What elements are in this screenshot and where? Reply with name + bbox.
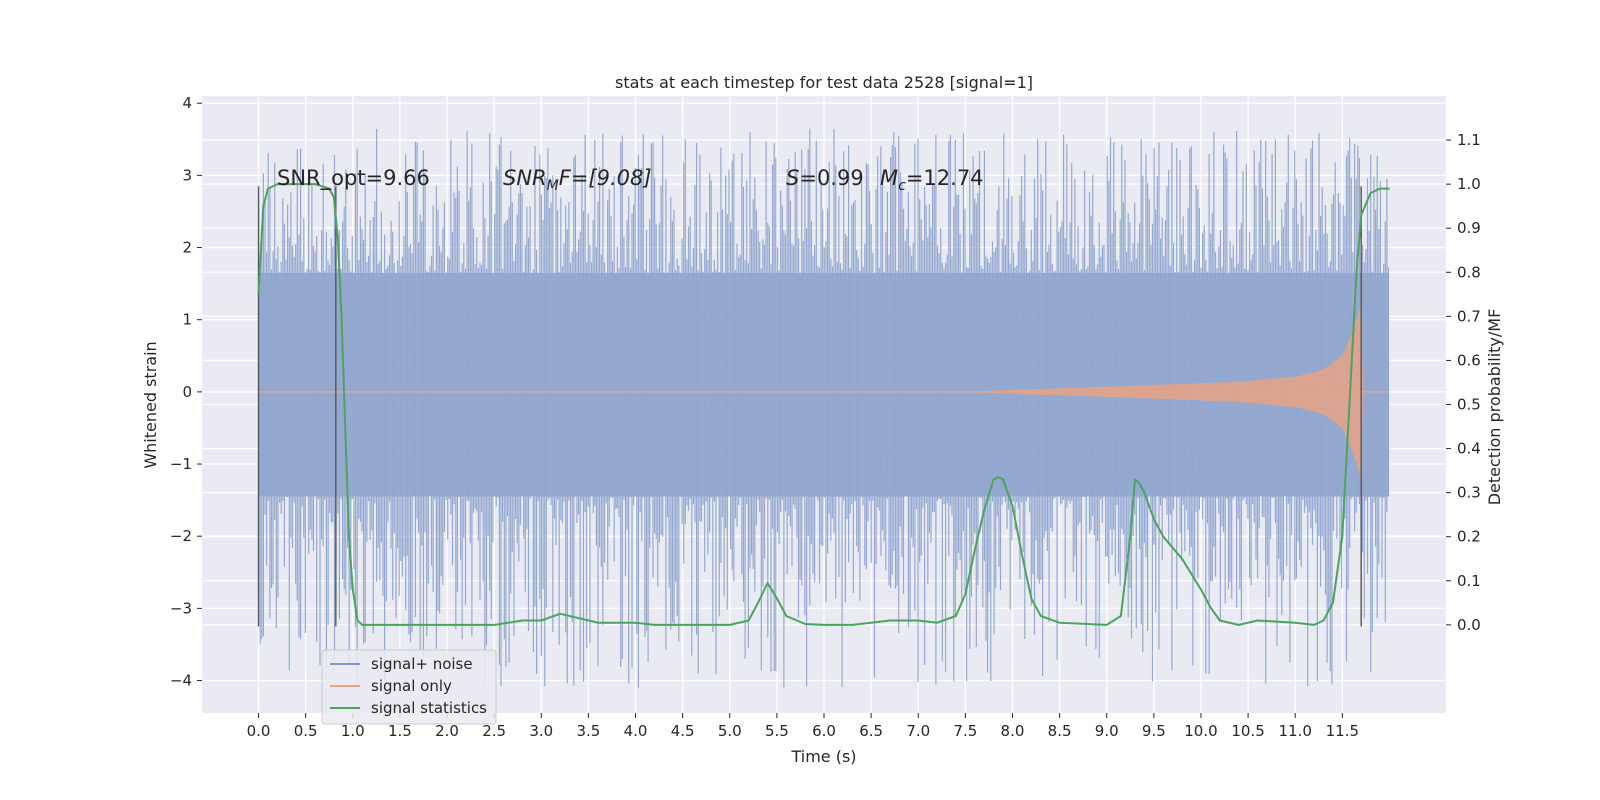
y2-tick-label-10: 1.0: [1457, 175, 1481, 193]
y2-tick-label-2: 0.2: [1457, 528, 1481, 546]
y-tick-label-0: −4: [170, 672, 192, 690]
y2-tick-label-11: 1.1: [1457, 131, 1481, 149]
x-tick-label-13: 6.5: [859, 722, 883, 740]
y-tick-label-6: 2: [182, 239, 192, 257]
annotation-mc-val: =12.74: [906, 166, 984, 190]
annotation-snr-mf-sub: M: [547, 178, 559, 194]
legend-box: [321, 649, 497, 725]
annotation-mc-sub: c: [898, 178, 906, 194]
annotation-snr-mf-base: SNR: [503, 166, 547, 190]
x-tick-label-4: 2.0: [435, 722, 459, 740]
annotation-s: S=0.99: [786, 166, 864, 190]
y-tick-label-2: −2: [170, 527, 192, 545]
chart-title: stats at each timestep for test data 252…: [615, 73, 1033, 92]
x-tick-label-12: 6.0: [812, 722, 836, 740]
y2-tick-label-6: 0.6: [1457, 351, 1481, 369]
signal-statistics-line: [257, 183, 1390, 626]
y-tick-label-3: −1: [170, 455, 192, 473]
x-tick-label-20: 10.0: [1184, 722, 1217, 740]
x-tick-label-17: 8.5: [1048, 722, 1072, 740]
annotation-snr-mf: SNRMF=[9.08]: [503, 166, 652, 194]
annotation-mc-var: M: [880, 166, 898, 190]
y2-tick-label-3: 0.3: [1457, 484, 1481, 502]
x-tick-label-23: 11.5: [1326, 722, 1359, 740]
x-tick-label-15: 7.5: [953, 722, 977, 740]
legend: signal+ noise signal only signal statist…: [321, 649, 497, 725]
annotation-s-var: S: [786, 166, 799, 190]
y-tick-label-7: 3: [182, 166, 192, 184]
y-tick-label-5: 1: [182, 311, 192, 329]
x-axis-ticks: 0.0 0.5 1.0 1.5 2.0 2.5 3.0 3.5 4.0 4.5 5.0 5.5 6.0 6…: [247, 713, 1359, 740]
y2-axis-label: Detection probability/MF: [1485, 309, 1504, 506]
x-tick-label-6: 3.0: [529, 722, 553, 740]
signal-statistics-series: [257, 183, 1390, 626]
y2-tick-label-8: 0.8: [1457, 263, 1481, 281]
x-tick-label-3: 1.5: [388, 722, 412, 740]
vertical-markers: [257, 186, 1362, 627]
x-tick-label-2: 1.0: [341, 722, 365, 740]
y-axis-label: Whitened strain: [141, 341, 160, 468]
x-tick-label-8: 4.0: [624, 722, 648, 740]
x-tick-label-0: 0.0: [247, 722, 271, 740]
x-tick-label-22: 11.0: [1279, 722, 1312, 740]
x-tick-label-9: 4.5: [671, 722, 695, 740]
annotation-snr-opt: SNR_opt=9.66: [277, 166, 430, 191]
annotation-mc: Mc=12.74: [880, 166, 984, 194]
y-tick-label-8: 4: [182, 94, 192, 112]
x-tick-label-7: 3.5: [576, 722, 600, 740]
x-tick-label-16: 8.0: [1001, 722, 1025, 740]
x-axis-label: Time (s): [790, 747, 856, 766]
x-tick-label-21: 10.5: [1231, 722, 1264, 740]
y2-tick-label-7: 0.7: [1457, 307, 1481, 325]
x-tick-label-19: 9.5: [1142, 722, 1166, 740]
annotation-snr-mf-rest: F=[9.08]: [559, 166, 652, 190]
y2-tick-label-4: 0.4: [1457, 440, 1481, 458]
x-tick-label-18: 9.0: [1095, 722, 1119, 740]
signal-only-series: [258, 305, 1389, 479]
y2-tick-label-1: 0.1: [1457, 572, 1481, 590]
x-tick-label-1: 0.5: [294, 722, 318, 740]
y-tick-label-1: −3: [170, 599, 192, 617]
annotation-s-val: =0.99: [799, 166, 863, 190]
legend-label-signal-only: signal only: [371, 677, 452, 695]
x-tick-label-14: 7.0: [906, 722, 930, 740]
signal-only-envelope: [258, 305, 1389, 479]
y-tick-label-4: 0: [182, 383, 192, 401]
x-tick-label-11: 5.5: [765, 722, 789, 740]
x-tick-label-5: 2.5: [482, 722, 506, 740]
legend-label-signal-noise: signal+ noise: [371, 655, 473, 673]
y2-tick-label-9: 0.9: [1457, 219, 1481, 237]
y2-axis-ticks: 0.0 0.1 0.2 0.3 0.4 0.5 0.6 0.7 0.8 0.9 1.0 1.1: [1446, 131, 1481, 634]
y2-tick-label-5: 0.5: [1457, 396, 1481, 414]
legend-label-signal-statistics: signal statistics: [371, 699, 487, 717]
y2-tick-label-0: 0.0: [1457, 616, 1481, 634]
x-tick-label-10: 5.0: [718, 722, 742, 740]
y-axis-ticks: −4 −3 −2 −1 0 1 2 3 4: [170, 94, 202, 690]
